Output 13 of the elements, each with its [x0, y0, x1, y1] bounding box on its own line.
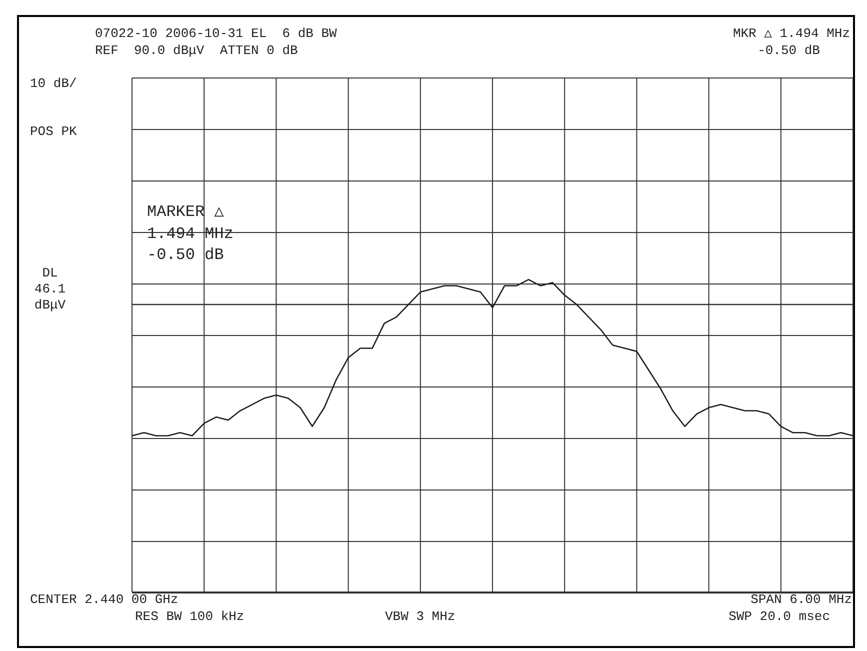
text: MKR △ 1.494 MHz — [732, 26, 850, 42]
text: 07022-10 2006-10-31 EL 6 dB BW — [95, 26, 337, 42]
text: CENTER 2.440 00 GHz — [30, 592, 178, 608]
text: -0.50 dB — [147, 246, 224, 264]
text: VBW 3 MHz — [385, 609, 456, 625]
text: SWP 20.0 msec — [728, 609, 830, 625]
ref-line-label: DL 46.1 dBμV — [34, 266, 66, 313]
text: POS PK — [30, 124, 77, 140]
text: 10 dB/ — [30, 76, 77, 92]
text: -0.50 dB — [758, 43, 820, 59]
text: REF 90.0 dBμV ATTEN 0 dB — [95, 43, 298, 59]
text: SPAN 6.00 MHz — [750, 592, 852, 608]
text: RES BW 100 kHz — [135, 609, 244, 625]
